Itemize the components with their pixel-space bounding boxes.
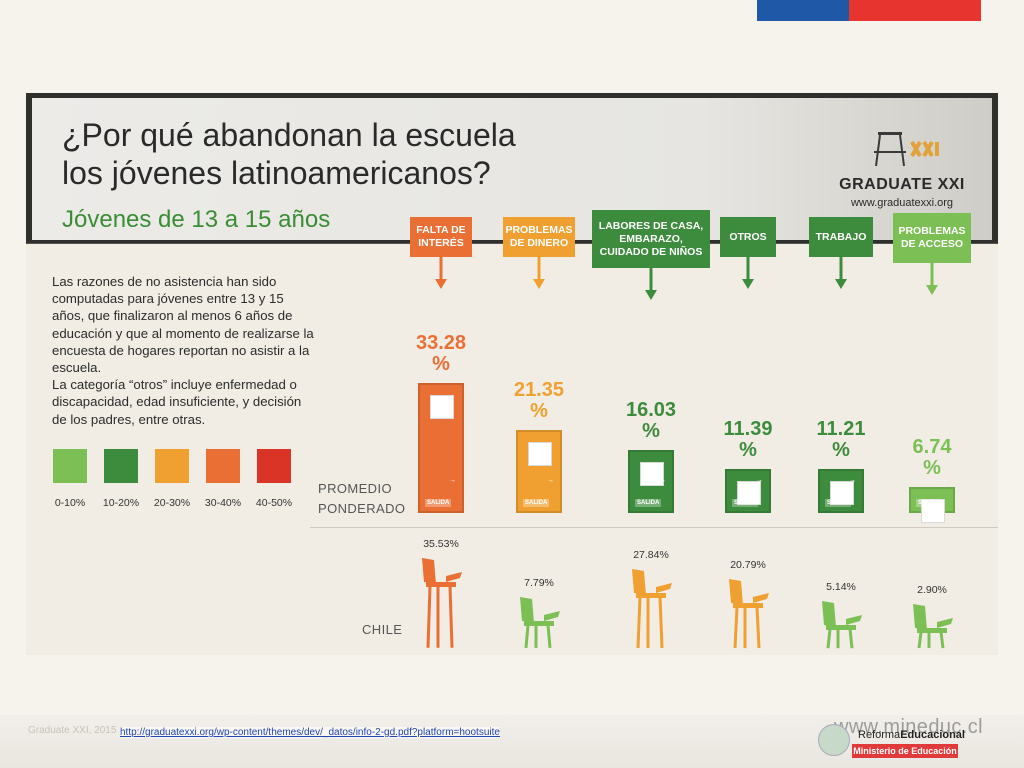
door-bar: → SALIDA <box>909 477 955 523</box>
chile-value-label: 7.79% <box>524 577 554 590</box>
door-bar: → SALIDA <box>725 468 771 513</box>
flag-blue-stripe <box>757 0 849 21</box>
door-window <box>528 441 552 466</box>
door-bar: → SALIDA <box>418 383 464 513</box>
mineduc-logo-icon <box>818 724 850 756</box>
brand-name: GRADUATE XXI <box>839 176 965 193</box>
legend-swatch <box>155 449 189 483</box>
description-text: Las razones de no asistencia han sido co… <box>52 274 314 427</box>
average-value-label: 21.35 % <box>513 378 565 422</box>
average-value-label: 11.39 % <box>723 417 773 461</box>
infographic-subtitle: Jóvenes de 13 a 15 años <box>62 206 331 233</box>
category-tag: TRABAJO <box>809 217 873 257</box>
door-exit-label: SALIDA <box>635 498 662 507</box>
average-value-label: 6.74 % <box>912 435 952 479</box>
door-bar: → SALIDA <box>628 450 674 513</box>
header-paper: ¿Por qué abandonan la escuela los jóvene… <box>32 98 992 240</box>
door-exit-label: SALIDA <box>523 498 550 507</box>
category-tag: PROBLEMAS DE ACCESO <box>893 213 971 263</box>
chile-chair-bar <box>822 600 862 649</box>
category-tag: LABORES DE CASA, EMBARAZO, CUIDADO DE NI… <box>592 210 710 268</box>
down-arrow-icon <box>533 257 545 289</box>
chile-value-label: 5.14% <box>826 580 856 593</box>
chile-chair-bar <box>632 569 672 649</box>
category-tag: OTROS <box>720 217 776 257</box>
chile-value-label: 20.79% <box>730 558 766 571</box>
footer-strip <box>0 715 1024 768</box>
door-exit-label: SALIDA <box>825 498 852 507</box>
infographic: ¿Por qué abandonan la escuela los jóvene… <box>26 93 998 655</box>
row-label-average: PROMEDIO PONDERADO <box>318 481 406 516</box>
legend-swatch <box>206 449 240 483</box>
infographic-title: ¿Por qué abandonan la escuela los jóvene… <box>62 117 516 191</box>
brand-url: www.graduatexxi.org <box>850 197 954 209</box>
down-arrow-icon <box>435 257 447 289</box>
legend-item: 10-20% <box>101 449 141 509</box>
door-window <box>921 498 945 523</box>
door-exit-label: SALIDA <box>916 498 943 507</box>
chile-chair-bar <box>422 558 462 649</box>
legend-label: 40-50% <box>255 497 293 509</box>
average-value-label: 33.28 % <box>415 332 467 376</box>
door-handle-icon: → <box>849 476 856 484</box>
legend-label: 10-20% <box>102 497 140 509</box>
door-window <box>830 481 854 506</box>
door-exit-label: SALIDA <box>425 498 452 507</box>
legend-label: 0-10% <box>54 497 86 509</box>
reforma-b: Educacional <box>900 729 965 741</box>
door-handle-icon: → <box>547 476 554 484</box>
mineduc-url: www.mineduc.cl <box>834 716 983 738</box>
door-handle-icon: → <box>756 476 763 484</box>
down-arrow-icon <box>742 257 754 289</box>
door-handle-icon: → <box>659 476 666 484</box>
legend-label: 30-40% <box>204 497 242 509</box>
chile-value-label: 2.90% <box>917 583 947 596</box>
door-window <box>737 480 761 505</box>
row-divider <box>310 527 998 528</box>
graduate-xxi-logo-icon <box>832 128 972 170</box>
reforma-a: Reforma <box>858 729 901 741</box>
door-handle-icon: → <box>940 477 947 484</box>
chile-chair-bar <box>520 597 560 649</box>
chile-value-label: 35.53% <box>423 538 459 551</box>
legend-label: 20-30% <box>153 497 191 509</box>
door-handle-icon: → <box>449 476 456 484</box>
chile-chair-bar <box>913 603 953 649</box>
legend-swatch <box>257 449 291 483</box>
door-window <box>640 462 664 487</box>
legend-swatch <box>104 449 138 483</box>
door-window <box>430 395 454 420</box>
chile-chair-bar <box>729 578 769 649</box>
average-value-label: 11.21 % <box>816 418 866 462</box>
legend-item: 20-30% <box>152 449 192 509</box>
down-arrow-icon <box>835 257 847 289</box>
door-bar: → SALIDA <box>818 469 864 513</box>
header-band: ¿Por qué abandonan la escuela los jóvene… <box>26 93 998 244</box>
category-tag: PROBLEMAS DE DINERO <box>503 217 575 257</box>
reforma-educacional: ReformaEducacional <box>858 729 965 741</box>
brand-block: GRADUATE XXI www.graduatexxi.org <box>832 128 972 209</box>
chile-value-label: 27.84% <box>633 549 669 562</box>
legend-swatch <box>53 449 87 483</box>
legend-item: 40-50% <box>254 449 294 509</box>
footer-faint-text: Graduate XXI, 2015 <box>28 725 117 736</box>
source-link[interactable]: http://graduatexxi.org/wp-content/themes… <box>120 727 500 738</box>
flag-red-stripe <box>849 0 981 21</box>
legend-item: 0-10% <box>50 449 90 509</box>
average-value-label: 16.03 % <box>625 399 677 443</box>
legend-item: 30-40% <box>203 449 243 509</box>
door-bar: → SALIDA <box>516 429 562 513</box>
door-exit-label: SALIDA <box>732 498 759 507</box>
down-arrow-icon <box>926 263 938 295</box>
row-label-chile: CHILE <box>362 622 403 637</box>
down-arrow-icon <box>645 268 657 300</box>
color-legend: 0-10% 10-20% 20-30% 30-40% 40-50% <box>50 449 325 519</box>
category-tag: FALTA DE INTERÉS <box>410 217 472 257</box>
ministerio-badge: Ministerio de Educación <box>852 744 958 758</box>
